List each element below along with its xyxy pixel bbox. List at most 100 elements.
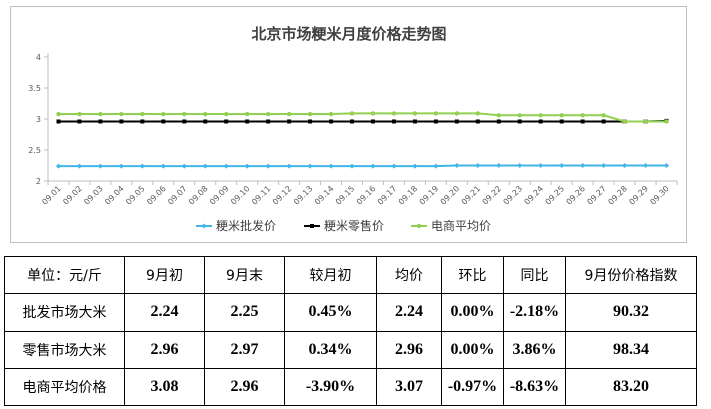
table-cell: 2.25 [204,293,285,332]
data-point [580,113,585,118]
x-tick-label: 09.25 [544,184,567,207]
header-cell-unit: 单位：元/斤 [4,255,125,295]
table-cell: 0.45% [284,293,377,332]
data-point [601,163,607,168]
data-point [182,111,187,117]
series-2 [56,118,669,124]
data-point [433,119,438,124]
data-point [370,111,376,116]
legend-label: 粳米零售价 [324,218,384,233]
table-cell: 0.00% [441,330,504,369]
data-point [56,119,61,124]
data-point [161,111,166,117]
x-tick-label: 09.10 [229,184,252,207]
table-cell: 98.34 [565,330,697,369]
row-label: 批发市场大米 [4,293,125,332]
x-tick-label: 09.13 [292,184,315,207]
table-row: 电商平均价格 3.08 2.96 -3.90% 3.07 -0.97% -8.6… [4,367,697,407]
data-point [391,163,397,169]
data-point [161,119,166,124]
header-cell-end: 9月末 [204,255,285,295]
data-point [517,119,522,124]
data-point [181,163,187,169]
data-point [266,119,271,124]
table-cell: 2.24 [124,293,205,332]
data-point [496,163,502,168]
data-point [265,163,271,169]
data-point [329,119,334,124]
data-point [454,163,460,168]
row-label: 电商平均价格 [4,367,125,407]
header-cell-yoy: 同比 [503,255,566,295]
data-point [643,163,649,168]
legend-marker [310,224,314,228]
data-point [160,163,166,169]
data-point [203,111,208,117]
data-point [475,163,481,168]
table-cell: 3.07 [376,367,442,407]
y-axis: 2 2.5 3 3.5 4 [28,53,49,186]
x-tick-label: 09.20 [439,184,462,207]
table-header-row: 单位：元/斤 9月初 9月末 较月初 均价 环比 同比 9月份价格指数 [4,255,697,295]
data-point [307,111,313,117]
y-tick-label: 3 [36,115,41,124]
data-point [538,119,543,124]
data-point [559,113,564,118]
header-cell-mom: 环比 [441,255,504,295]
table-cell: 3.08 [124,367,205,407]
series-line [58,164,667,168]
data-point [622,163,628,168]
data-point [559,119,564,124]
table-cell: -3.90% [284,367,377,407]
data-point [77,119,82,124]
data-point [223,163,229,169]
table-cell: 0.34% [284,330,377,369]
x-tick-label: 09.16 [355,184,378,207]
data-point [412,111,418,116]
data-point [307,163,313,169]
legend-label: 电商平均价 [431,218,491,233]
data-point [349,111,355,116]
data-point [286,163,292,169]
data-point [224,111,229,117]
header-cell-average: 均价 [376,255,442,295]
x-tick-label: 09.24 [523,184,546,207]
data-point [55,163,61,169]
header-cell-index: 9月份价格指数 [565,255,697,295]
x-tick-label: 09.12 [271,184,294,207]
x-tick-label: 09.11 [250,184,273,207]
data-point [328,111,334,117]
data-point [203,119,208,124]
x-tick-label: 09.19 [418,184,441,207]
table-cell: -0.97% [441,367,504,407]
x-tick-label: 09.14 [313,184,336,207]
legend-marker [201,223,207,229]
data-point [245,119,250,124]
x-tick-label: 09.04 [103,184,126,207]
data-point [496,119,501,124]
data-point [391,119,396,124]
x-tick-label: 09.18 [397,184,420,207]
data-point [601,119,606,124]
data-point [496,113,501,118]
x-tick-label: 09.01 [40,184,63,207]
x-tick-label: 09.26 [565,184,588,207]
chart-legend: 粳米批发价 粳米零售价 电商平均价 [196,218,491,233]
data-point [454,111,460,116]
header-cell-vs-start: 较月初 [284,255,377,295]
table-cell: -2.18% [503,293,566,332]
x-tick-label: 09.02 [61,184,84,207]
legend-label: 粳米批发价 [216,218,276,233]
data-point [76,163,82,169]
data-point [622,119,627,124]
data-point [140,111,145,117]
data-point [140,119,145,124]
data-point [454,119,459,124]
data-point [182,119,187,124]
line-chart: 北京市场粳米月度价格走势图 22.533.54 09.0109.0209.030… [28,25,678,233]
data-point [580,163,586,168]
data-point [328,163,334,169]
series-3 [56,111,669,124]
data-point [244,163,250,169]
data-point [559,163,565,168]
